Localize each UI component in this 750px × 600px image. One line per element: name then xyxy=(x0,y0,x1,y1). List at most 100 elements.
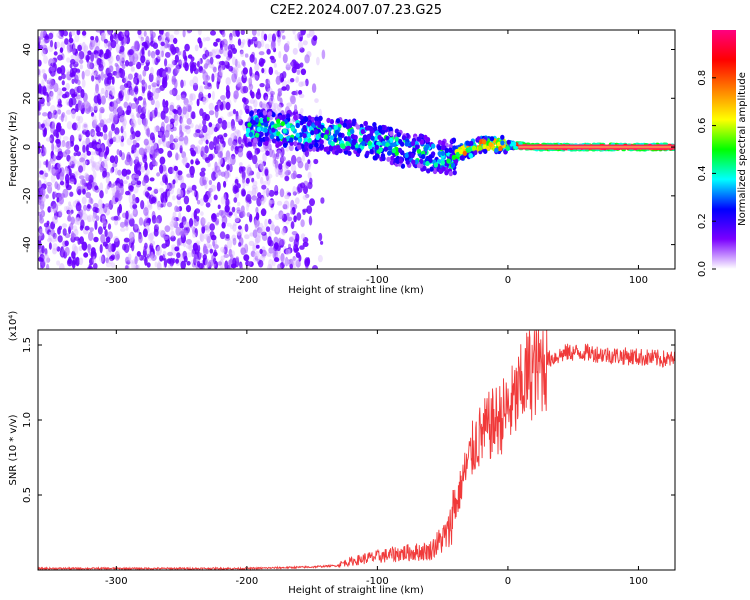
spectrogram-cell xyxy=(93,105,98,114)
spectrogram-cell xyxy=(313,129,319,135)
spectrogram-cell xyxy=(337,132,343,138)
spectrogram-cell xyxy=(182,221,189,228)
spectrogram-cell xyxy=(300,81,307,87)
spectrogram-cell xyxy=(58,76,62,81)
spectrogram-cell xyxy=(205,202,211,208)
spectrogram-cell xyxy=(70,58,76,65)
spectrogram-cell xyxy=(285,62,291,68)
spectrogram-cell xyxy=(71,259,76,269)
spectrogram-cell xyxy=(76,85,83,93)
spectrogram-cell xyxy=(258,112,263,118)
spectrogram-cell xyxy=(81,241,88,251)
spectrogram-cell xyxy=(88,142,94,149)
spectrogram-cell xyxy=(248,240,255,246)
spectrogram-cell xyxy=(140,36,144,42)
spectrogram-cell xyxy=(197,30,202,36)
spectrogram-cell xyxy=(262,180,268,186)
spectrogram-cell xyxy=(396,132,402,138)
spectrogram-cell xyxy=(175,94,181,101)
spectrogram-cell xyxy=(299,245,305,250)
spectrogram-cell xyxy=(441,166,446,172)
spectrogram-cell xyxy=(217,261,223,266)
spectrogram-cell xyxy=(268,66,274,76)
spectrogram-cell xyxy=(217,117,223,124)
spectrogram-cell xyxy=(83,44,89,53)
spectrogram-cell xyxy=(282,142,288,148)
spectrogram-cell xyxy=(224,260,229,269)
spectrogram-cell xyxy=(351,140,357,146)
spectrogram-cell xyxy=(215,142,221,152)
spectrogram-cell xyxy=(77,79,81,86)
spectrogram-cell xyxy=(68,201,72,207)
spectrogram-cell xyxy=(79,63,84,70)
spectrogram-cell xyxy=(40,123,45,129)
spectrogram-cell xyxy=(265,226,271,232)
spectrogram-cell xyxy=(147,109,151,119)
spectrogram-cell xyxy=(102,159,108,168)
spectrogram-cell xyxy=(229,224,234,230)
spectrogram-cell xyxy=(200,167,206,172)
spectrogram-cell xyxy=(109,85,115,91)
spectrogram-cell xyxy=(64,38,69,45)
spectrogram-cell xyxy=(251,177,255,183)
spectrogram-cell xyxy=(202,71,209,82)
spectrogram-cell xyxy=(215,54,221,59)
spectrogram-cell xyxy=(261,184,267,190)
spectrogram-cell xyxy=(162,250,167,259)
spectrogram-cell xyxy=(66,57,71,63)
spectrogram-cell xyxy=(167,264,173,269)
spectrogram-cell xyxy=(260,146,265,153)
spectrogram-cell xyxy=(179,145,183,154)
spectrogram-cell xyxy=(180,174,184,185)
spectrogram-cell xyxy=(381,155,386,162)
spectrogram-cell xyxy=(218,64,222,73)
spectrogram-cell xyxy=(100,234,106,244)
spectrogram-cell xyxy=(118,175,125,180)
spectrogram-cell xyxy=(254,132,260,138)
spectrogram-cell xyxy=(247,141,252,147)
spectrogram-cell xyxy=(176,50,182,56)
spectrogram-cell xyxy=(114,127,120,135)
spectrogram-cell xyxy=(170,118,175,124)
spectrogram-cell xyxy=(91,75,95,82)
spectrogram-cell xyxy=(285,169,291,176)
spectrogram-cell xyxy=(226,238,233,249)
spectrogram-cell xyxy=(77,188,82,196)
y-tick-label: 0 xyxy=(22,144,33,150)
spectrogram-cell xyxy=(294,197,300,205)
spectrogram-cell xyxy=(314,120,319,126)
spectrogram-cell xyxy=(126,137,133,146)
spectrogram-cell xyxy=(273,123,278,129)
spectrogram-cell xyxy=(192,76,199,86)
spectrogram-cell xyxy=(153,224,159,233)
spectrogram-cell xyxy=(40,40,46,48)
spectrogram-cell xyxy=(109,255,115,262)
spectrogram-cell xyxy=(279,211,284,220)
spectrogram-cell xyxy=(309,198,315,207)
spectrogram-cell xyxy=(228,156,232,165)
spectrogram-cell xyxy=(90,198,94,205)
spectrogram-cell xyxy=(151,82,158,88)
x-tick-label: -100 xyxy=(366,576,389,587)
spectrogram-cell xyxy=(129,134,134,141)
spectrogram-cell xyxy=(105,175,110,184)
spectrogram-cell xyxy=(281,227,286,236)
spectrogram-cell xyxy=(42,44,48,55)
spectrogram-cell xyxy=(138,74,142,83)
spectrogram-cell xyxy=(222,44,228,52)
spectrogram-cell xyxy=(275,225,280,233)
spectrogram-cell xyxy=(380,129,386,135)
spectrogram-cell xyxy=(169,104,175,112)
x-tick-label: -300 xyxy=(105,576,128,587)
spectrogram-cell xyxy=(207,92,212,99)
spectrogram-cell xyxy=(82,213,88,221)
spectrogram-cell xyxy=(255,162,259,169)
snr-frame xyxy=(37,329,676,571)
spectrogram-cell xyxy=(83,252,89,258)
spectrogram-cell xyxy=(109,138,114,145)
spectrogram-cell xyxy=(198,252,203,258)
spectrogram-cell xyxy=(295,132,300,138)
spectrogram-cell xyxy=(274,70,278,75)
spectrogram-cell xyxy=(172,126,177,132)
spectrogram-cell xyxy=(267,111,273,117)
